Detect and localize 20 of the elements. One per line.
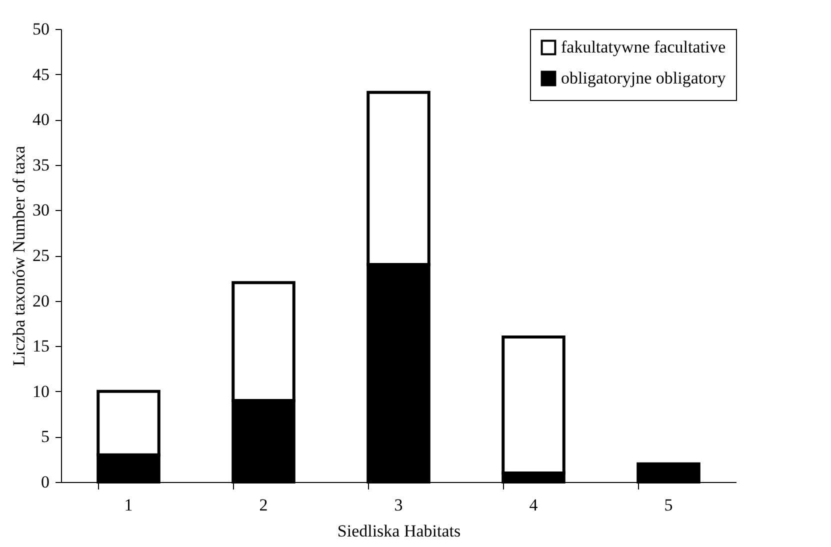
x-tick-label: 2	[259, 496, 268, 514]
y-axis-title: Liczba taxonów Number of taxa	[10, 146, 28, 366]
y-tick-label: 40	[32, 110, 50, 130]
legend-label: obligatoryjne obligatory	[561, 68, 726, 88]
y-tick-label: 30	[32, 200, 50, 220]
x-tick-label: 5	[664, 496, 673, 514]
x-tick-label: 4	[529, 496, 538, 514]
y-tick-label: 50	[32, 20, 50, 38]
y-tick-label: 35	[32, 155, 50, 174]
y-tick-label: 45	[32, 64, 50, 84]
y-tick-label: 20	[32, 291, 50, 310]
legend-label: fakultatywne facultative	[561, 38, 726, 56]
x-axis-title: Siedliska Habitats	[337, 522, 461, 540]
y-tick-label: 10	[32, 382, 50, 401]
y-tick-label: 0	[41, 472, 50, 492]
x-tick-label: 1	[124, 496, 133, 514]
y-tick-label: 5	[41, 427, 50, 446]
y-tick-label: 25	[32, 246, 50, 265]
x-tick-label: 3	[394, 496, 403, 514]
y-tick-label: 15	[32, 336, 50, 356]
